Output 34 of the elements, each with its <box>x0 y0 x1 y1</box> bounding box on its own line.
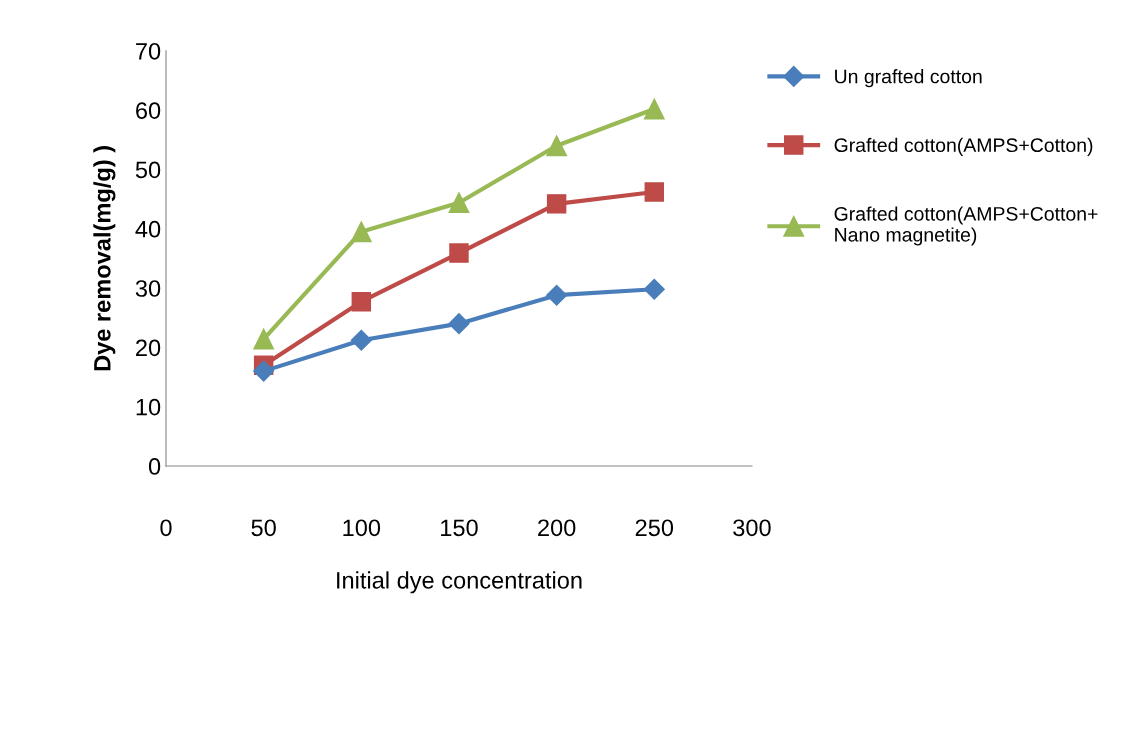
y-tick-label: 60 <box>136 102 161 119</box>
legend-label: Grafted cotton(AMPS+Cotton) <box>834 137 1093 156</box>
x-tick-label: 250 <box>635 519 674 537</box>
point <box>253 328 275 350</box>
legend-label: Un grafted cotton <box>835 69 982 88</box>
point <box>350 329 372 351</box>
point <box>449 243 469 263</box>
y-tick-label: 20 <box>136 339 161 357</box>
y-axis-title: Dye removal(mg/g) ) <box>93 146 116 371</box>
point <box>546 284 568 306</box>
point <box>546 194 567 214</box>
x-tick-label: 200 <box>538 519 576 537</box>
y-tick-label: 40 <box>135 220 161 238</box>
y-tick-label: 10 <box>136 398 161 416</box>
y-tick-label: 50 <box>135 161 161 179</box>
point <box>644 182 665 202</box>
x-tick-label: 300 <box>733 519 771 537</box>
point <box>253 360 275 382</box>
point <box>546 135 568 157</box>
y-tick-label: 0 <box>148 458 161 475</box>
x-axis-title: Initial dye concentration <box>337 571 582 594</box>
legend-label: Grafted cotton(AMPS+Cotton+ Nano magnetite) <box>834 206 1098 246</box>
point <box>643 98 665 120</box>
point <box>350 221 372 243</box>
x-tick-label: 50 <box>251 519 276 537</box>
x-tick-label: 0 <box>160 519 172 537</box>
y-tick-label: 70 <box>136 42 161 60</box>
x-tick-label: 150 <box>441 519 478 537</box>
point <box>448 313 470 335</box>
point <box>351 292 372 312</box>
x-tick-label: 100 <box>343 519 381 537</box>
y-tick-label: 30 <box>135 280 161 297</box>
point <box>448 192 470 214</box>
point <box>643 278 665 300</box>
